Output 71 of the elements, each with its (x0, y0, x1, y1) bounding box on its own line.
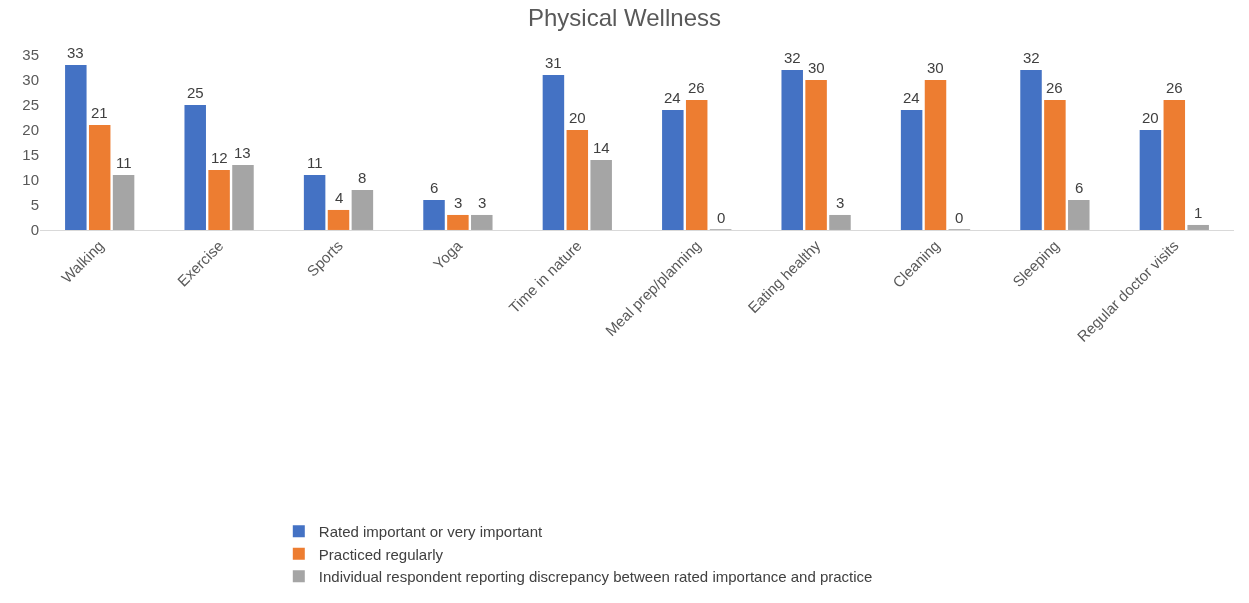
bar (829, 214, 851, 230)
bar (542, 75, 565, 230)
data-label: 24 (903, 89, 920, 106)
data-label: 20 (569, 109, 586, 126)
chart-title: Physical Wellness (528, 3, 721, 31)
data-label: 26 (688, 79, 705, 96)
y-tick-label: 35 (22, 46, 39, 64)
data-label: 4 (335, 189, 344, 206)
bar (685, 99, 708, 230)
bar (208, 169, 230, 230)
y-tick-label: 15 (22, 146, 39, 164)
y-tick-label: 10 (22, 171, 39, 189)
data-label: 3 (836, 194, 845, 211)
y-tick-label: 0 (30, 221, 39, 239)
bar (423, 199, 445, 230)
bar (805, 79, 827, 230)
data-label: 0 (955, 209, 964, 226)
bar (327, 209, 350, 230)
bar (1020, 70, 1042, 230)
data-label: 33 (67, 44, 84, 61)
bar (566, 129, 589, 230)
legend-label: Individual respondent reporting discrepancy between rated importance and practice (318, 568, 873, 586)
bar (112, 174, 135, 230)
bar (1068, 199, 1090, 230)
bar (1187, 224, 1209, 230)
bar (184, 104, 206, 230)
data-label: 30 (808, 59, 825, 76)
bar (471, 214, 493, 230)
bar (65, 65, 87, 230)
data-label: 26 (1046, 79, 1063, 96)
bar (1163, 99, 1186, 230)
data-label: 11 (116, 154, 132, 171)
data-label: 8 (358, 169, 367, 186)
bar (900, 109, 923, 230)
bar (1139, 129, 1162, 230)
legend-label: Rated important or very important (318, 523, 544, 541)
data-label: 32 (784, 49, 801, 66)
y-tick-label: 20 (22, 121, 39, 139)
data-label: 20 (1142, 109, 1159, 126)
bar (662, 109, 684, 230)
data-label: 21 (91, 104, 108, 121)
bar (590, 159, 612, 230)
data-label: 12 (211, 149, 228, 166)
bar (351, 189, 374, 230)
y-tick-label: 25 (22, 96, 39, 114)
y-tick-label: 5 (30, 196, 39, 214)
data-label: 25 (187, 84, 204, 101)
bar (232, 164, 254, 230)
x-tick-label: Yoga (429, 236, 466, 273)
legend-label: Practiced regularly (318, 545, 444, 563)
data-label: 13 (234, 144, 251, 161)
data-label: 6 (430, 179, 439, 196)
bar (781, 70, 803, 230)
bar (303, 174, 326, 230)
data-label: 6 (1075, 179, 1084, 196)
data-label: 26 (1166, 79, 1183, 96)
data-label: 3 (454, 194, 463, 211)
data-label: 32 (1023, 49, 1040, 66)
bar (447, 214, 469, 230)
data-label: 24 (664, 89, 681, 106)
data-label: 3 (478, 194, 487, 211)
bar (88, 124, 111, 230)
data-label: 0 (717, 209, 726, 226)
data-label: 14 (593, 139, 610, 156)
bar (924, 79, 947, 230)
y-tick-label: 30 (22, 71, 39, 89)
bar (1044, 99, 1066, 230)
data-label: 30 (927, 59, 944, 76)
data-label: 31 (545, 54, 562, 71)
data-label: 11 (307, 154, 323, 171)
data-label: 1 (1194, 204, 1203, 221)
